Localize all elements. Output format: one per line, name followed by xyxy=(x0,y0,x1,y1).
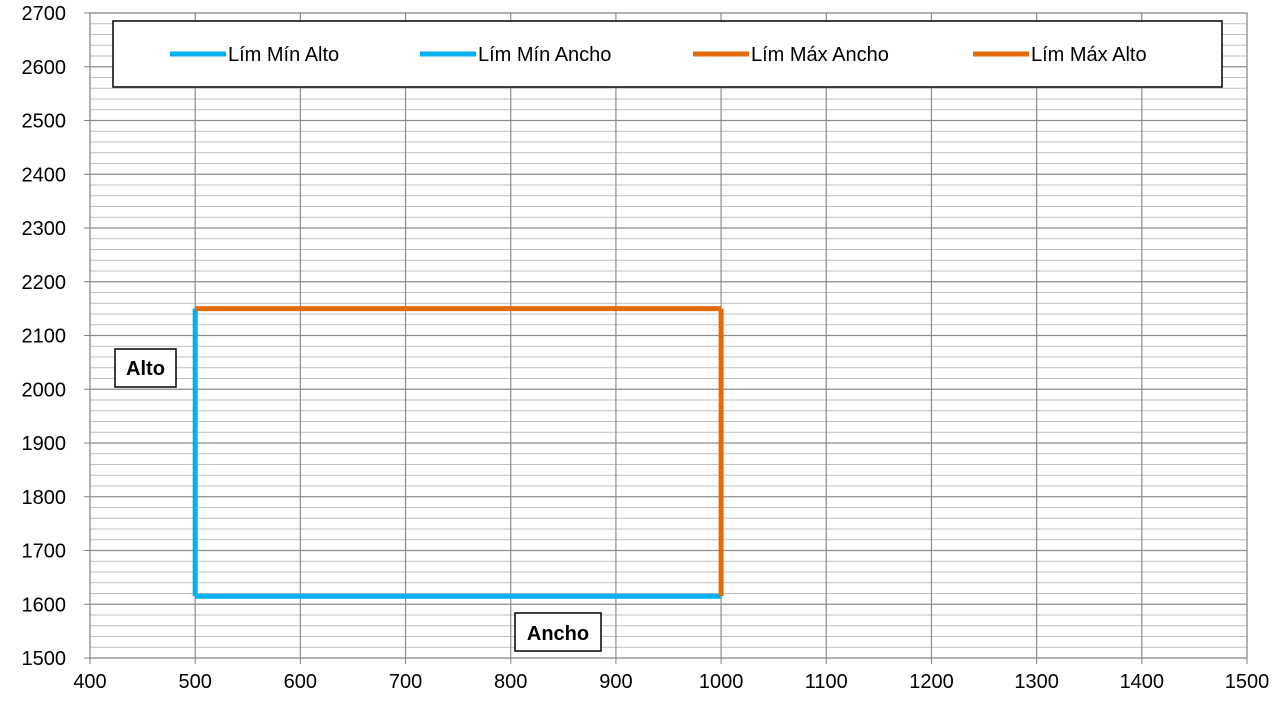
x-tick-label: 700 xyxy=(389,671,422,693)
y-tick-label: 2700 xyxy=(22,3,67,25)
x-tick-label: 900 xyxy=(599,671,632,693)
legend-label: Lím Máx Ancho xyxy=(751,44,889,66)
y-axis-label: Alto xyxy=(126,358,165,380)
legend-label: Lím Mín Ancho xyxy=(478,44,611,66)
y-tick-label: 2500 xyxy=(22,111,67,133)
series-lines xyxy=(192,306,724,599)
x-tick-label: 1100 xyxy=(805,671,848,693)
x-tick-label: 600 xyxy=(284,671,317,693)
legend: Lím Mín Alto Lím Mín Ancho Lím Máx Ancho Lí… xyxy=(112,20,1223,88)
x-tick-label: 400 xyxy=(73,671,106,693)
legend-items: Lím Mín Alto Lím Mín Ancho Lím Máx Ancho Lí… xyxy=(170,44,1147,66)
y-tick-label: 1900 xyxy=(22,433,67,455)
y-tick-label: 2000 xyxy=(22,379,67,401)
y-tick-label: 1700 xyxy=(22,541,67,563)
x-tick-label: 1300 xyxy=(1014,671,1059,693)
y-tick-label: 2600 xyxy=(22,57,67,79)
x-tick-label: 1500 xyxy=(1225,671,1270,693)
x-axis-tick-labels: 400 500 600 700 800 900 1000 1100 1200 1300 1400 15… xyxy=(73,658,1269,693)
y-axis-label-box: Alto xyxy=(114,348,177,388)
y-tick-label: 2100 xyxy=(22,326,67,348)
x-tick-label: 1400 xyxy=(1120,671,1165,693)
legend-label: Lím Máx Alto xyxy=(1031,44,1147,66)
x-tick-label: 1000 xyxy=(699,671,744,693)
y-tick-label: 1800 xyxy=(22,487,67,509)
legend-label: Lím Mín Alto xyxy=(228,44,339,66)
y-tick-label: 1600 xyxy=(22,594,67,616)
legend-box xyxy=(112,20,1223,88)
x-tick-label: 500 xyxy=(178,671,211,693)
y-tick-label: 2200 xyxy=(22,272,67,294)
x-axis-label-box: Ancho xyxy=(514,612,602,652)
y-tick-label: 2400 xyxy=(22,164,67,186)
x-tick-label: 800 xyxy=(494,671,527,693)
y-tick-label: 2300 xyxy=(22,218,67,240)
y-tick-label: 1500 xyxy=(22,648,67,670)
x-axis-label: Ancho xyxy=(527,623,589,645)
x-tick-label: 1200 xyxy=(909,671,954,693)
y-axis-tick-labels: 1500 1600 1700 1800 1900 2000 2100 2200 2300 2400… xyxy=(22,3,90,670)
